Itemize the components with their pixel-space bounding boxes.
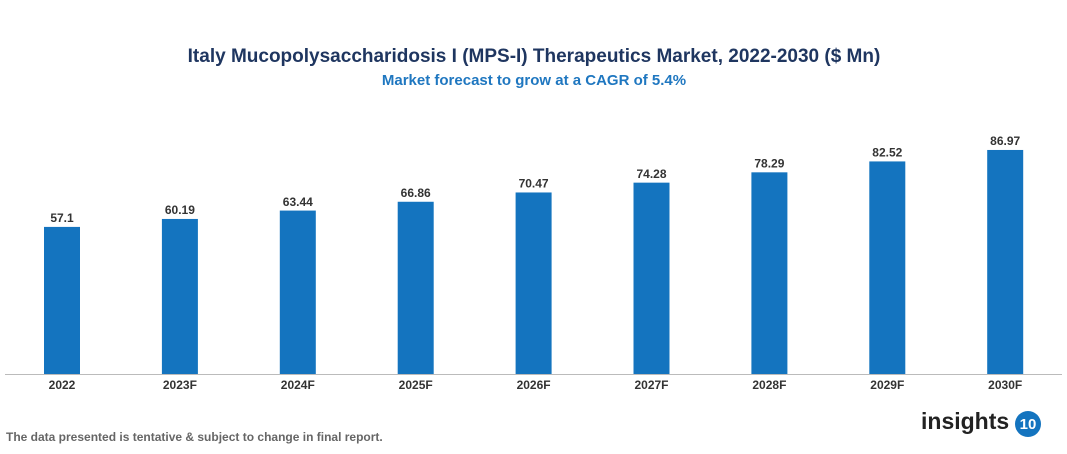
bar [633,182,670,374]
data-label: 74.28 [636,167,666,181]
bar [161,218,198,374]
bar [515,192,552,374]
data-label: 78.29 [754,156,784,170]
x-tick-label: 2025F [399,378,433,392]
data-label: 86.97 [990,134,1020,148]
x-tick-label: 2030F [988,378,1022,392]
bar [279,210,316,374]
brand-text: insights [921,408,1009,434]
x-tick-label: 2023F [163,378,197,392]
bar [397,201,434,374]
chart-subtitle: Market forecast to grow at a CAGR of 5.4… [382,72,686,89]
x-tick-label: 2026F [517,378,551,392]
data-label: 70.47 [519,177,549,191]
data-label: 66.86 [401,186,431,200]
data-label: 63.44 [283,195,313,209]
x-tick-label: 2024F [281,378,315,392]
x-tick-label: 2028F [752,378,786,392]
bar [751,172,788,374]
x-tick-label: 2029F [870,378,904,392]
brand-badge-circle [1015,411,1041,437]
bar [987,149,1024,374]
bar [44,226,80,374]
x-tick-label: 2022 [49,378,76,392]
data-label: 57.1 [50,211,74,225]
footnote: The data presented is tentative & subjec… [6,430,383,444]
data-label: 82.52 [872,146,902,160]
chart-title: Italy Mucopolysaccharidosis I (MPS-I) Th… [188,46,881,67]
brand-badge: 10 [1020,416,1037,433]
data-label: 60.19 [165,203,195,217]
x-tick-label: 2027F [634,378,668,392]
bar [869,161,906,374]
